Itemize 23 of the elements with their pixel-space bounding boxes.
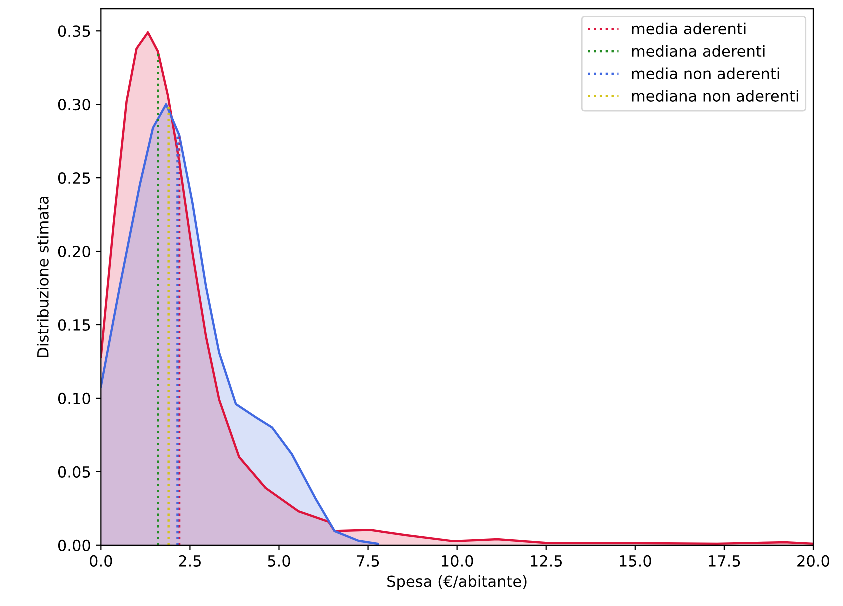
x-tick-label: 20.0: [798, 555, 830, 567]
y-tick-label: 0.20: [58, 246, 90, 258]
y-tick-label: 0.05: [58, 466, 90, 478]
legend-label: media non aderenti: [632, 68, 780, 80]
x-tick-label: 17.5: [709, 556, 740, 567]
y-tick-label: 0.10: [58, 392, 90, 404]
y-tick-label: 0.00: [58, 540, 90, 552]
legend-label: mediana non aderenti: [632, 90, 798, 102]
x-axis-title: Spesa (€/abitante): [388, 575, 527, 590]
y-axis-title: Distribuzione stimata: [37, 197, 49, 358]
y-tick-label: 0.15: [58, 319, 90, 332]
y-tick-label: 0.30: [58, 99, 90, 111]
x-tick-label: 10.0: [442, 555, 474, 567]
x-tick-label: 2.5: [179, 555, 202, 567]
x-tick-label: 7.5: [357, 556, 380, 567]
y-tick-label: 0.25: [58, 172, 90, 184]
x-tick-label: 5.0: [268, 555, 290, 567]
y-tick-label: 0.35: [58, 26, 90, 38]
x-tick-label: 0.0: [90, 555, 112, 567]
x-tick-label: 12.5: [531, 555, 562, 567]
x-tick-label: 15.0: [620, 555, 652, 567]
legend-label: media aderenti: [632, 22, 746, 35]
legend-label: mediana aderenti: [632, 45, 765, 58]
